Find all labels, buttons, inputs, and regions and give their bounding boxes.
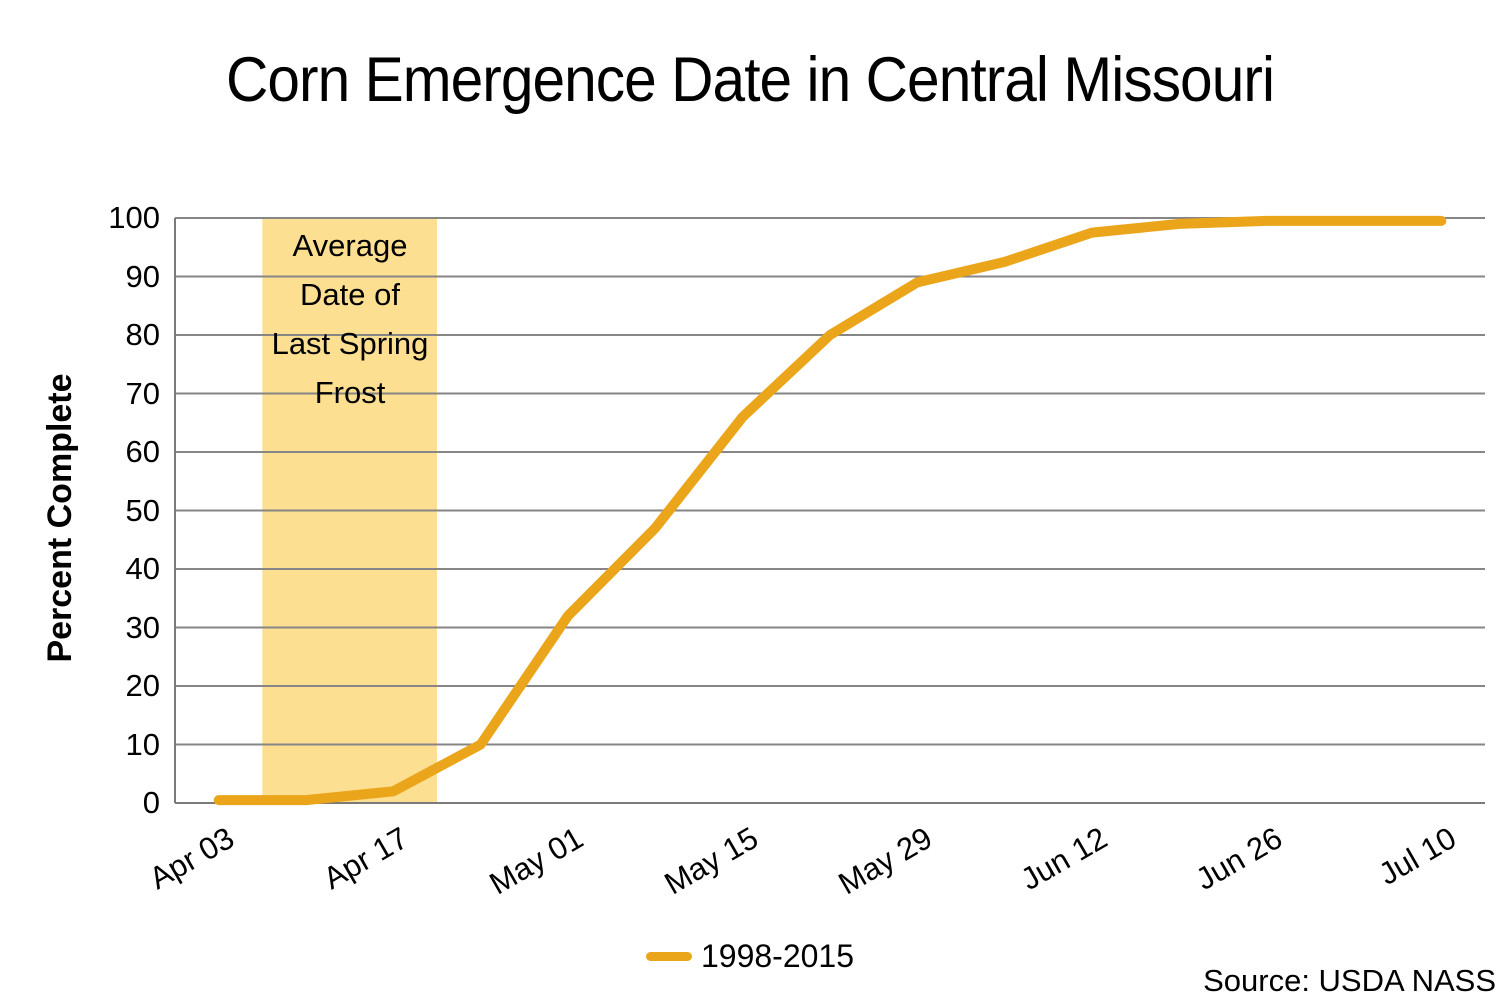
frost-band-label-line: Last Spring bbox=[271, 326, 429, 361]
source-text: Source: USDA NASS bbox=[1203, 963, 1496, 998]
frost-band-label-line: Frost bbox=[314, 375, 386, 410]
y-tick-label: 10 bbox=[125, 726, 160, 762]
y-tick-label: 50 bbox=[125, 492, 160, 528]
frost-band-label: Average Date of Last Spring Frost bbox=[238, 221, 462, 417]
y-tick-label: 70 bbox=[125, 375, 160, 411]
legend-line-marker bbox=[645, 952, 692, 961]
y-tick-label: 90 bbox=[125, 258, 160, 294]
legend-label: 1998-2015 bbox=[700, 938, 855, 974]
series-line bbox=[213, 215, 1447, 806]
y-tick-label: 60 bbox=[125, 434, 160, 469]
chart-title: Corn Emergence Date in Central Missouri bbox=[225, 45, 1275, 115]
y-tick-label: 20 bbox=[125, 668, 160, 703]
y-tick-label: 100 bbox=[108, 200, 160, 235]
frost-band-label-line: Date of bbox=[300, 277, 400, 312]
y-tick-label: 40 bbox=[125, 551, 160, 586]
y-tick-label: 0 bbox=[142, 785, 160, 820]
legend: 1998-2015 bbox=[0, 938, 1500, 975]
y-tick-label: 80 bbox=[125, 317, 160, 352]
frost-band-label-line: Average bbox=[292, 228, 408, 263]
y-tick-label: 30 bbox=[125, 609, 160, 645]
